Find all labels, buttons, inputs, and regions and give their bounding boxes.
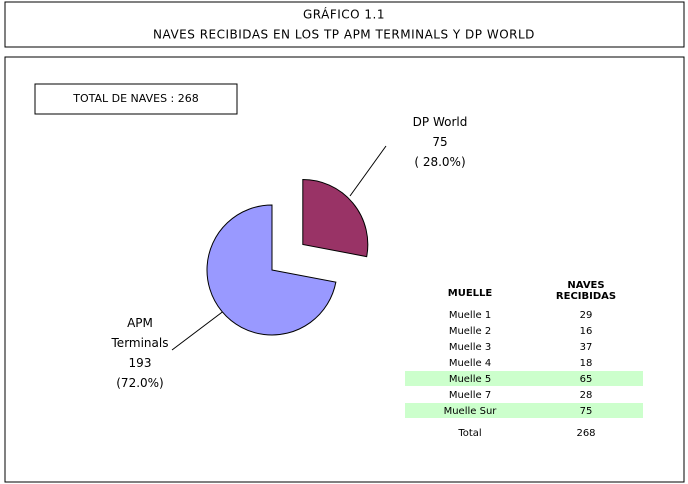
table-cell: 65	[580, 374, 593, 385]
slice-value: 75	[432, 135, 448, 149]
total-annotation: TOTAL DE NAVES : 268	[72, 92, 199, 105]
table-cell: Muelle 3	[449, 342, 491, 353]
table-cell: Muelle 5	[449, 374, 491, 385]
table-header: MUELLE	[448, 288, 493, 299]
title-box	[4, 1, 685, 48]
pie-slice	[302, 178, 369, 258]
total-box	[34, 83, 238, 115]
table-cell: 18	[580, 358, 593, 369]
chart-subtitle: NAVES RECIBIDAS EN LOS TP APM TERMINALS …	[153, 28, 535, 42]
table-cell: 37	[580, 342, 593, 353]
slice-percent: ( 28.0%)	[414, 155, 466, 169]
table-cell: 75	[580, 406, 593, 417]
table-header: RECIBIDAS	[556, 291, 616, 302]
table-cell: Muelle 4	[449, 358, 491, 369]
slice-value: 193	[128, 356, 152, 370]
table-cell: 268	[576, 428, 595, 439]
table-header: NAVES	[567, 280, 604, 291]
slice-percent: (72.0%)	[116, 376, 164, 390]
leader-line	[349, 145, 387, 197]
row-highlight	[405, 371, 643, 386]
table-cell: Muelle Sur	[444, 406, 498, 417]
pie-slice	[206, 204, 337, 336]
table-cell: Muelle 7	[449, 390, 491, 401]
chart-box	[4, 56, 685, 483]
table-cell: Muelle 1	[449, 310, 491, 321]
table-cell: 29	[580, 310, 593, 321]
slice-label: APM Terminals	[111, 316, 169, 350]
table-cell: Total	[457, 428, 481, 439]
leader-line	[171, 309, 226, 351]
table-cell: 28	[580, 390, 593, 401]
chart-title: GRÁFICO 1.1	[303, 7, 385, 22]
slice-label: DP World	[412, 115, 468, 129]
row-highlight	[405, 403, 643, 418]
table-cell: Muelle 2	[449, 326, 491, 337]
table-cell: 16	[580, 326, 593, 337]
